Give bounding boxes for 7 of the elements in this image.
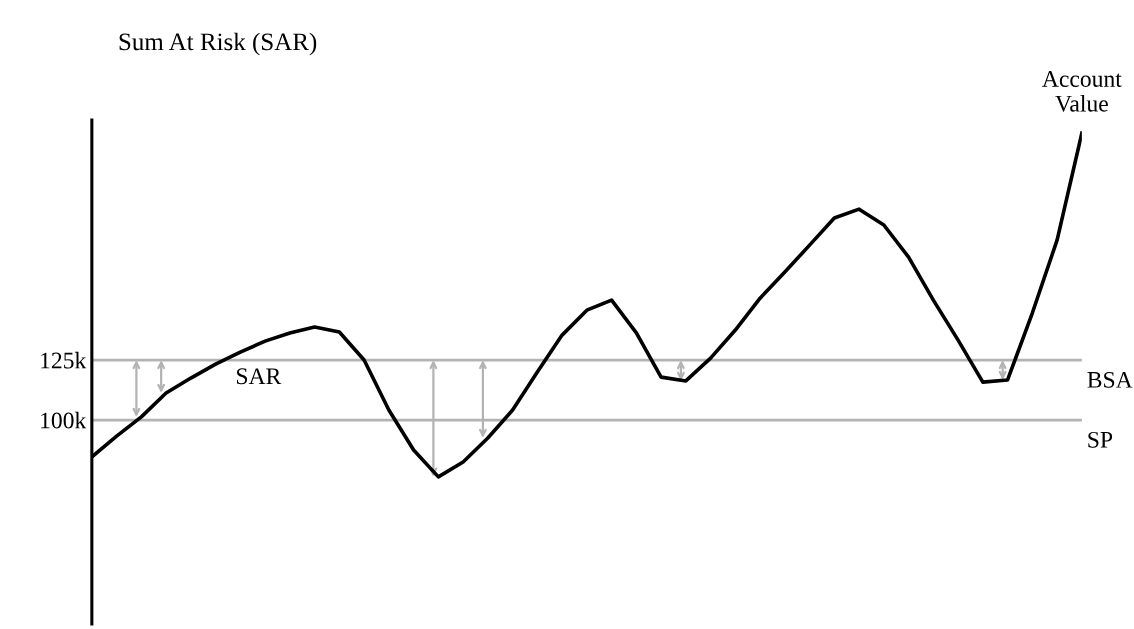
annotation: SAR xyxy=(236,368,282,385)
ref-line-label: SP xyxy=(1088,431,1113,448)
y-tick-label: 100k xyxy=(41,411,87,429)
ref-line-label: BSA xyxy=(1087,371,1133,388)
series-label: Account Value xyxy=(1042,71,1122,112)
chart-title: Sum At Risk (SAR) xyxy=(119,32,317,56)
y-tick-label: 125k xyxy=(41,351,87,369)
